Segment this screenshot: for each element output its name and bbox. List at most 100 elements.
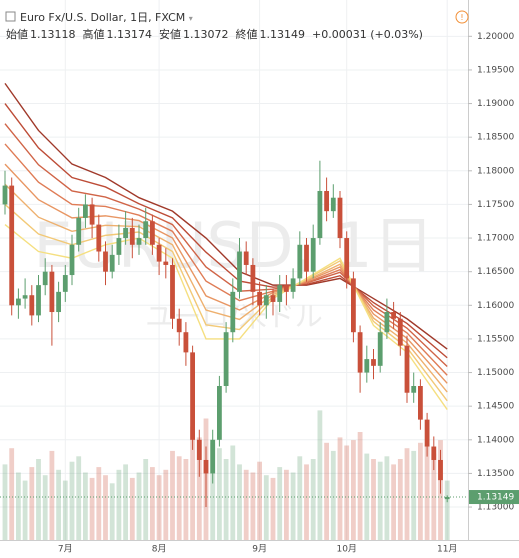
candle-body <box>277 285 283 302</box>
volume-bar <box>337 437 343 540</box>
candle-body <box>89 204 95 225</box>
y-tick-label: 1.14500 <box>477 402 514 412</box>
candle-body <box>337 197 343 239</box>
stat-name: 高値 <box>82 28 105 41</box>
volume-bar <box>391 464 396 540</box>
volume-bar <box>377 461 383 540</box>
volume-bar <box>330 450 336 540</box>
candle-body <box>310 238 316 272</box>
candle-body <box>330 197 336 212</box>
symbol-title[interactable]: Euro Fx/U.S. Dollar, 1日, FXCM <box>20 11 186 24</box>
volume-bar <box>9 448 15 540</box>
volume-bar <box>344 445 350 540</box>
volume-bar <box>62 480 68 540</box>
y-tick-label: 1.18000 <box>477 166 514 176</box>
x-tick-label: 10月 <box>336 544 356 555</box>
volume-bar <box>304 464 309 540</box>
candle-body <box>243 251 249 265</box>
last-price-label: 1.13149 <box>477 493 514 503</box>
alert-icon[interactable] <box>455 10 469 24</box>
candle-body <box>371 359 376 366</box>
volume-bar <box>156 475 162 540</box>
volume-bar <box>190 426 195 540</box>
candle-body <box>263 295 269 306</box>
volume-bar <box>136 472 142 540</box>
volume-bar <box>250 472 256 540</box>
dropdown-icon[interactable]: ▾ <box>188 14 193 23</box>
volume-bar <box>49 450 55 540</box>
y-tick-label: 1.16000 <box>477 301 514 311</box>
candle-body <box>42 271 48 286</box>
candle-body <box>96 224 102 252</box>
candle-body <box>377 332 383 366</box>
header: Euro Fx/U.S. Dollar, 1日, FXCM ▾ 始値 1.1311… <box>6 9 423 43</box>
volume-bar <box>257 461 262 540</box>
volume-bar <box>143 459 149 540</box>
candle-body <box>196 439 202 460</box>
candle-body <box>76 217 82 245</box>
candle-body <box>143 221 149 239</box>
candle-body <box>317 190 323 239</box>
candle-body <box>183 332 189 353</box>
candle-body <box>304 244 309 272</box>
volume-bar <box>284 469 289 540</box>
volume-bar <box>69 461 75 540</box>
ribbon-line <box>4 163 448 384</box>
candle-body <box>69 244 75 276</box>
candle-body <box>2 185 8 205</box>
candle-body <box>163 261 169 265</box>
stat-name: 安値 <box>159 28 181 41</box>
x-tick-label: 9月 <box>252 544 267 555</box>
volume-bar <box>424 445 430 540</box>
candle-body <box>391 312 396 319</box>
candle-body <box>123 227 128 239</box>
candle-body <box>404 345 410 393</box>
candle-body <box>136 238 142 245</box>
candle-body <box>16 298 21 306</box>
volume-bar <box>83 472 88 540</box>
volume-bar <box>431 453 437 540</box>
candle-body <box>230 291 236 333</box>
candle-body <box>250 264 256 292</box>
volume-bar <box>170 450 175 540</box>
volume-bar <box>109 483 115 540</box>
volume-bar <box>317 410 323 540</box>
volume-bar <box>16 472 21 540</box>
change: +0.00031 (+0.03%) <box>312 28 423 41</box>
candle-body <box>418 386 423 420</box>
volume-bar <box>116 469 122 540</box>
volume-bar <box>324 442 329 540</box>
candle-body <box>324 190 329 212</box>
volume-bar <box>2 464 8 540</box>
candle-body <box>384 312 390 333</box>
volume-bar <box>444 480 450 540</box>
volume-bar <box>196 437 202 540</box>
volume-bar <box>176 456 182 540</box>
x-tick-label: 11月 <box>437 544 457 555</box>
volume-bar <box>89 477 95 540</box>
stat-name: 始値 <box>6 28 28 41</box>
volume-bar <box>76 456 82 540</box>
candle-body <box>190 352 195 440</box>
candle-body <box>170 264 175 319</box>
volume-bar <box>384 456 390 540</box>
stat-value: 1.13118 <box>30 28 76 41</box>
volume-bar <box>404 448 410 540</box>
collapse-icon[interactable] <box>5 11 16 22</box>
candle-body <box>116 238 122 255</box>
alert-icon-mark: ! <box>460 13 463 22</box>
candle-body <box>257 291 262 306</box>
candle-body <box>217 386 222 440</box>
y-tick-label: 1.16500 <box>477 267 514 277</box>
candle-body <box>297 244 303 279</box>
candle-body <box>210 439 216 474</box>
candle-body <box>62 275 68 292</box>
y-tick-label: 1.15000 <box>477 368 514 378</box>
ribbon-line <box>4 82 448 350</box>
volume-bar <box>42 475 48 540</box>
volume-bar <box>270 477 276 540</box>
volume-bar <box>223 459 229 540</box>
candle-body <box>364 359 370 373</box>
candle-body <box>156 244 162 262</box>
